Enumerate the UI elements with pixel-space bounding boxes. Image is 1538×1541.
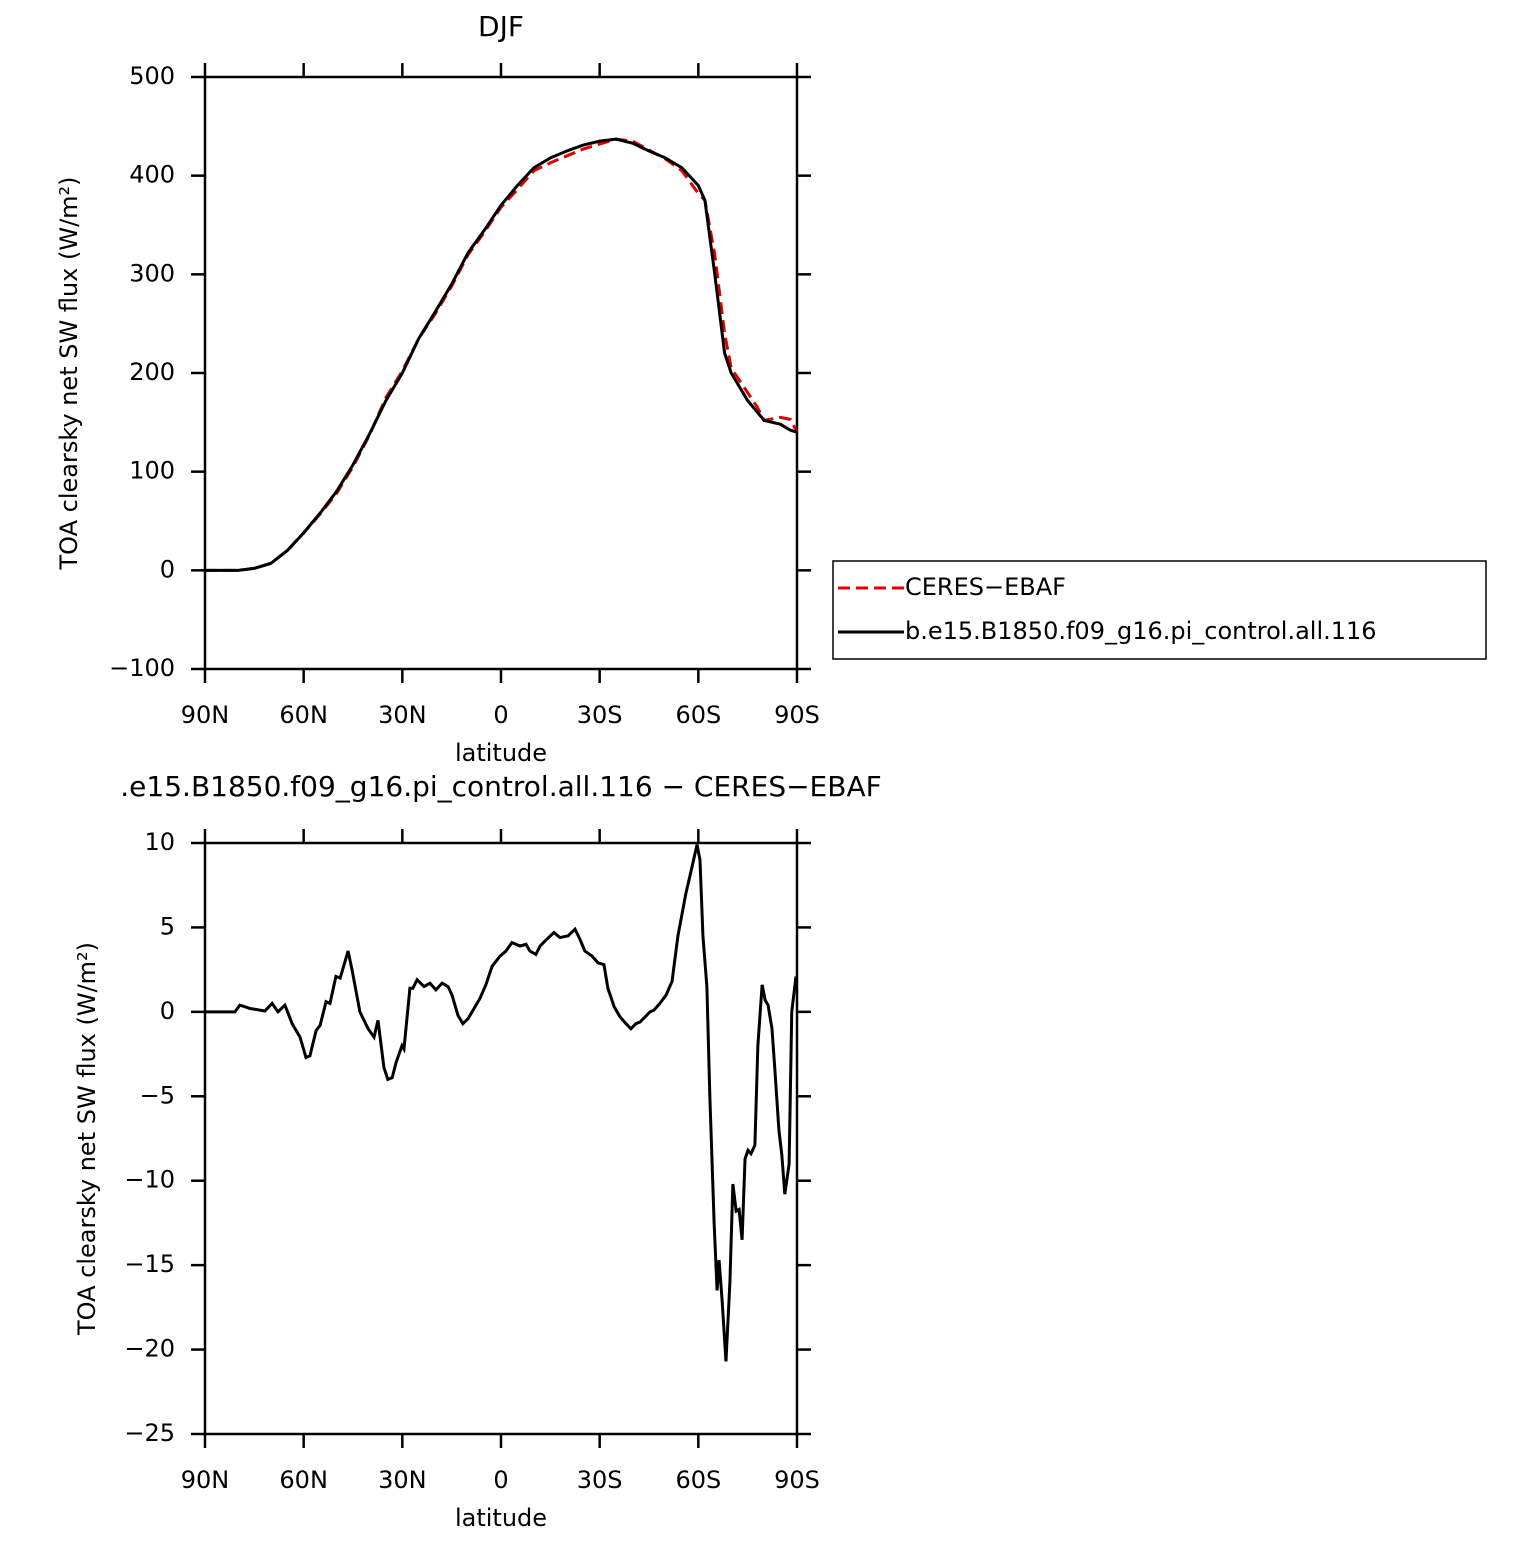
- y-tick-label: 400: [129, 161, 175, 189]
- x-tick-label: 30N: [378, 1466, 427, 1494]
- x-tick-label: 60S: [675, 1466, 721, 1494]
- y-tick-label: 100: [129, 457, 175, 485]
- y-axis-label: TOA clearsky net SW flux (W/m²): [55, 176, 83, 570]
- plot-frame: [203, 75, 799, 671]
- y-tick-label: −5: [140, 1081, 175, 1109]
- x-axis-label: latitude: [455, 739, 547, 767]
- legend-label: CERES−EBAF: [905, 573, 1066, 601]
- chart-title: DJF: [478, 10, 524, 43]
- x-tick-label: 60N: [279, 1466, 328, 1494]
- y-tick-label: 10: [144, 828, 175, 856]
- y-tick-label: 5: [160, 912, 175, 940]
- legend-label: b.e15.B1850.f09_g16.pi_control.all.116: [905, 617, 1377, 645]
- x-tick-label: 90N: [181, 1466, 230, 1494]
- data-line: [205, 137, 798, 572]
- x-tick-label: 90S: [774, 701, 820, 729]
- x-tick-label: 30S: [577, 1466, 623, 1494]
- legend-box: [832, 560, 1487, 660]
- x-tick-label: 90S: [774, 1466, 820, 1494]
- chart-title: .e15.B1850.f09_g16.pi_control.all.116 − …: [120, 770, 881, 803]
- x-tick-label: 30S: [577, 701, 623, 729]
- x-tick-label: 60S: [675, 701, 721, 729]
- y-axis-label: TOA clearsky net SW flux (W/m²): [73, 942, 101, 1336]
- x-tick-label: 0: [493, 701, 508, 729]
- y-tick-label: 0: [160, 555, 175, 583]
- x-tick-label: 30N: [378, 701, 427, 729]
- y-tick-label: −10: [124, 1166, 175, 1194]
- x-tick-label: 90N: [181, 701, 230, 729]
- y-tick-label: 500: [129, 62, 175, 90]
- x-axis-label: latitude: [455, 1504, 547, 1532]
- x-tick-label: 0: [493, 1466, 508, 1494]
- y-tick-label: −25: [124, 1419, 175, 1447]
- y-tick-label: −100: [109, 654, 175, 682]
- y-tick-label: −15: [124, 1250, 175, 1278]
- y-tick-label: 200: [129, 358, 175, 386]
- y-tick-label: 300: [129, 259, 175, 287]
- y-tick-label: 0: [160, 997, 175, 1025]
- data-line: [205, 844, 798, 1362]
- y-tick-label: −20: [124, 1335, 175, 1363]
- x-tick-label: 60N: [279, 701, 328, 729]
- plot-frame: [203, 841, 799, 1436]
